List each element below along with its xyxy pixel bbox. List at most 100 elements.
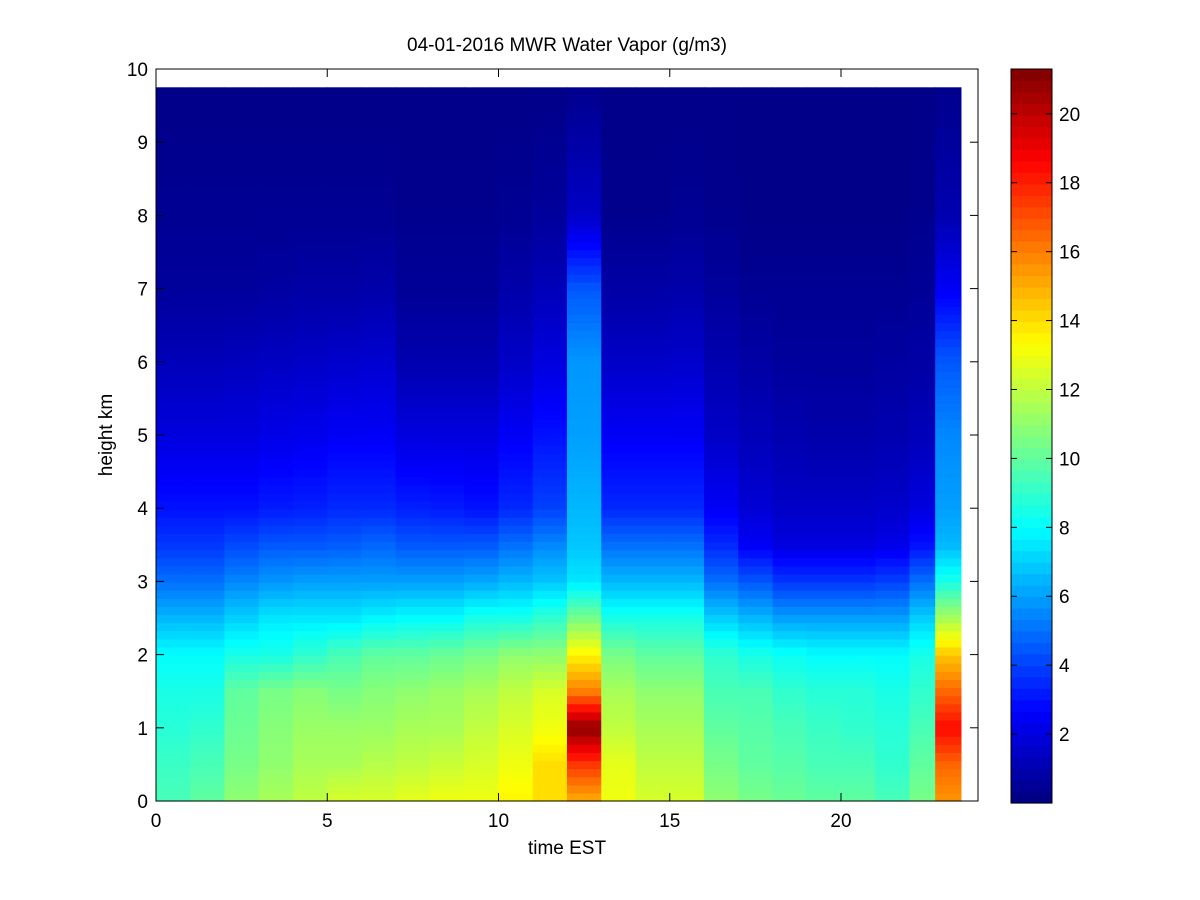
heatmap-cell (935, 306, 962, 315)
heatmap-cell (532, 395, 568, 405)
heatmap-cell (190, 87, 226, 97)
heatmap-cell (806, 298, 842, 307)
heatmap-cell (395, 760, 431, 770)
heatmap-cell (601, 565, 637, 575)
heatmap-cell (567, 298, 602, 307)
heatmap-cell (841, 363, 876, 372)
heatmap-cell (704, 703, 739, 713)
heatmap-cell (909, 679, 936, 689)
heatmap-cell (567, 630, 602, 640)
heatmap-cell (156, 509, 191, 518)
heatmap-cell (464, 427, 500, 437)
heatmap-cell (738, 525, 774, 534)
heatmap-cell (704, 427, 739, 437)
heatmap-cell (258, 160, 294, 169)
heatmap-cell (567, 728, 602, 737)
heatmap-cell (772, 403, 808, 413)
heatmap-cell (635, 655, 671, 664)
heatmap-cell (806, 711, 842, 721)
heatmap-cell (601, 208, 637, 218)
heatmap-cell (935, 679, 962, 689)
heatmap-cell (156, 176, 191, 186)
heatmap-cell (909, 541, 936, 551)
heatmap-cell (258, 152, 294, 161)
heatmap-cell (875, 468, 911, 478)
heatmap-cell (875, 444, 911, 453)
heatmap-cell (772, 387, 808, 397)
heatmap-cell (532, 419, 568, 429)
heatmap-cell (601, 290, 637, 299)
heatmap-cell (806, 703, 842, 713)
heatmap-cell (935, 127, 962, 137)
heatmap-cell (156, 111, 191, 121)
heatmap-cell (430, 776, 465, 786)
heatmap-cell (841, 95, 876, 105)
heatmap-cell (567, 241, 602, 251)
heatmap-cell (841, 719, 876, 729)
heatmap-cell (738, 111, 774, 121)
heatmap-cell (567, 687, 602, 697)
heatmap-cell (224, 208, 260, 218)
heatmap-cell (841, 484, 876, 494)
heatmap-cell (156, 655, 191, 664)
heatmap-cell (875, 127, 911, 137)
heatmap-cell (464, 711, 500, 721)
heatmap-cell (704, 590, 739, 599)
heatmap-cell (361, 241, 397, 251)
heatmap-cell (293, 436, 328, 445)
heatmap-cell (464, 590, 500, 599)
heatmap-cell (498, 711, 534, 721)
heatmap-cell (224, 630, 260, 640)
heatmap-cell (464, 387, 500, 397)
heatmap-cell (669, 638, 705, 648)
heatmap-cell (635, 152, 671, 161)
heatmap-cell (909, 549, 936, 559)
heatmap-cell (909, 557, 936, 567)
heatmap-cell (635, 436, 671, 445)
heatmap-cell (841, 152, 876, 161)
heatmap-cell (224, 273, 260, 283)
heatmap-cell (395, 427, 431, 437)
heatmap-cell (909, 168, 936, 178)
heatmap-cell (224, 444, 260, 453)
heatmap-cell (669, 703, 705, 713)
heatmap-cell (258, 492, 294, 502)
heatmap-cell (704, 290, 739, 299)
colorbar-segment (1011, 332, 1052, 345)
heatmap-cell (635, 557, 671, 567)
heatmap-cell (738, 249, 774, 259)
heatmap-cell (498, 792, 534, 802)
heatmap-cell (430, 606, 465, 616)
heatmap-cell (841, 395, 876, 405)
heatmap-cell (909, 582, 936, 591)
heatmap-cell (567, 695, 602, 705)
heatmap-cell (430, 135, 465, 145)
heatmap-cell (841, 314, 876, 324)
heatmap-cell (395, 614, 431, 624)
colorbar-segment (1011, 172, 1052, 185)
heatmap-cell (258, 111, 294, 121)
heatmap-cell (772, 290, 808, 299)
heatmap-cell (704, 679, 739, 689)
heatmap-cell (498, 103, 534, 113)
colorbar-tick-label: 18 (1059, 174, 1080, 195)
heatmap-cell (635, 614, 671, 624)
heatmap-cell (430, 233, 465, 242)
heatmap-cell (669, 192, 705, 202)
heatmap-cell (704, 135, 739, 145)
heatmap-cell (395, 338, 431, 348)
heatmap-cell (327, 517, 363, 526)
heatmap-cell (841, 452, 876, 461)
heatmap-cell (190, 719, 226, 729)
heatmap-cell (224, 663, 260, 672)
heatmap-cell (498, 784, 534, 794)
heatmap-cell (258, 306, 294, 315)
heatmap-cell (464, 184, 500, 194)
heatmap-cell (669, 719, 705, 729)
heatmap-cell (601, 525, 637, 534)
colorbar-segment (1011, 275, 1052, 288)
heatmap-cell (567, 192, 602, 202)
heatmap-cell (361, 184, 397, 194)
heatmap-cell (704, 582, 739, 591)
